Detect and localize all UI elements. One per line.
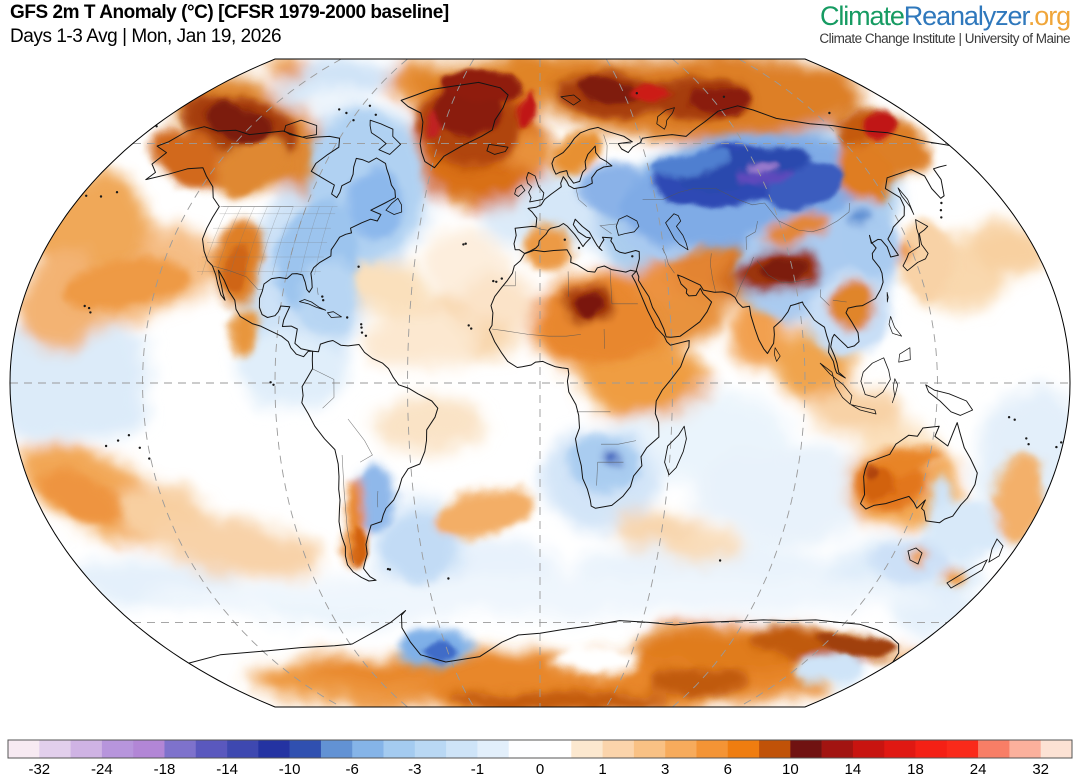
svg-text:32: 32 — [1032, 761, 1049, 778]
svg-text:1: 1 — [598, 761, 606, 778]
svg-text:3: 3 — [661, 761, 669, 778]
svg-text:-18: -18 — [154, 761, 176, 778]
svg-text:18: 18 — [907, 761, 924, 778]
svg-text:14: 14 — [845, 761, 862, 778]
svg-text:-10: -10 — [279, 761, 301, 778]
svg-text:10: 10 — [782, 761, 799, 778]
svg-text:0: 0 — [536, 761, 544, 778]
svg-text:-6: -6 — [346, 761, 359, 778]
svg-text:-32: -32 — [28, 761, 50, 778]
svg-text:-24: -24 — [91, 761, 113, 778]
svg-text:6: 6 — [724, 761, 732, 778]
svg-text:24: 24 — [970, 761, 987, 778]
svg-text:-1: -1 — [471, 761, 484, 778]
svg-text:-14: -14 — [216, 761, 238, 778]
svg-text:-3: -3 — [408, 761, 421, 778]
